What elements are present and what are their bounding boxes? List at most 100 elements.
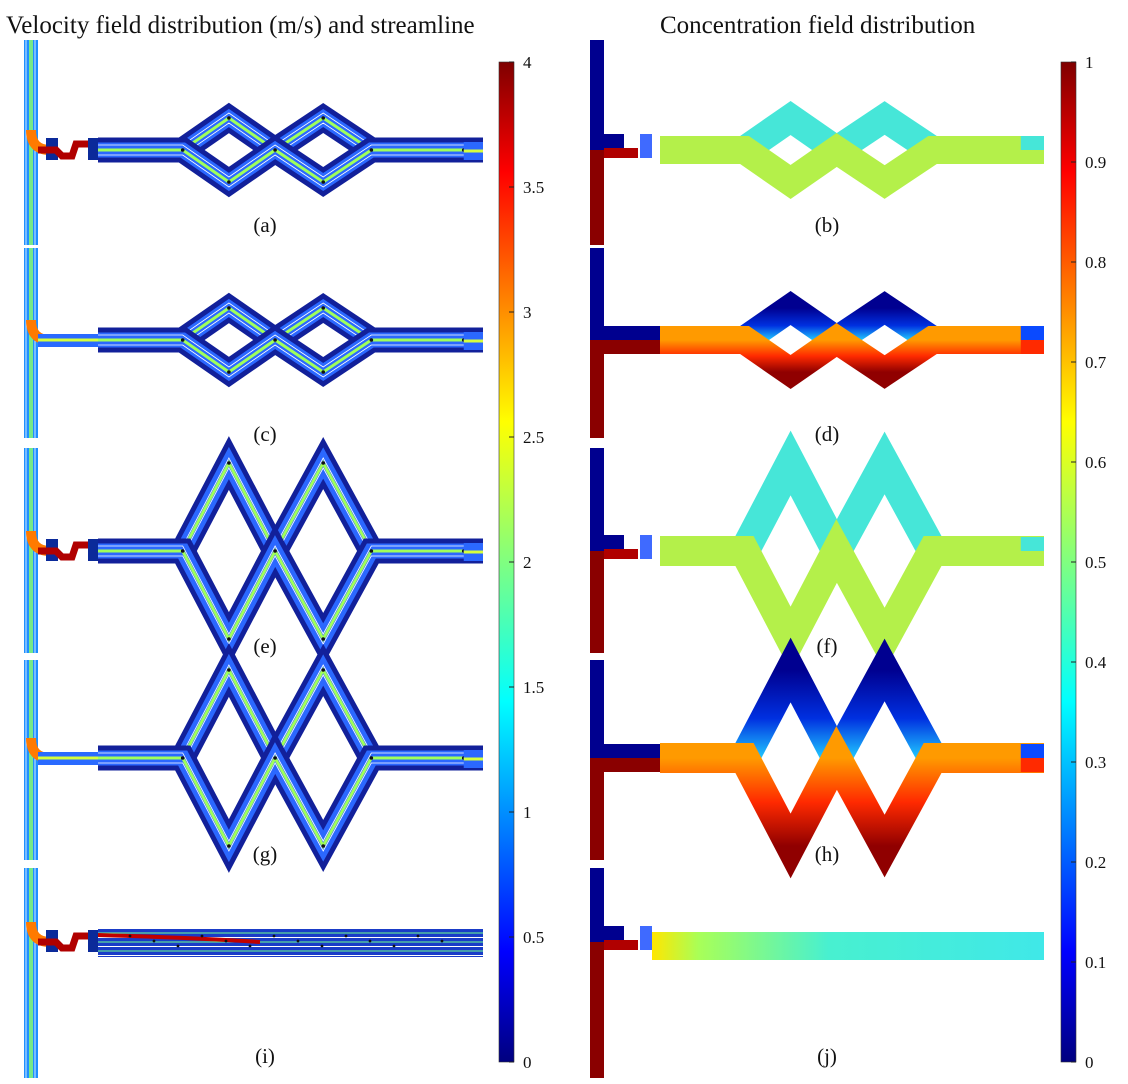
velocity-panel-step-jet [38, 932, 98, 952]
concentration-column-title: Concentration field distribution [660, 12, 976, 39]
velocity-tick-label: 3.5 [523, 178, 544, 197]
velocity-panel-arrow [321, 116, 326, 120]
concentration-panel-lower-junction [590, 758, 670, 772]
velocity-panel-streamline [98, 762, 483, 852]
concentration-panel-upper-junction [590, 326, 670, 340]
panel-label: (h) [815, 842, 840, 866]
concentration-panel-outlet-bottom [1020, 340, 1044, 354]
concentration-panel-outlet-bottom [1020, 758, 1044, 772]
concentration-panel-upper-inlet [590, 660, 604, 758]
concentration-panel-outlet-bottom [1020, 551, 1044, 565]
velocity-panel-branch-core [98, 148, 483, 184]
concentration-panel-lower-inlet [590, 942, 604, 1078]
velocity-tick-label: 1.5 [523, 678, 544, 697]
velocity-tick-label: 1 [523, 803, 532, 822]
velocity-panel-streamline [98, 545, 483, 635]
velocity-panel-arrow [227, 461, 231, 465]
velocity-panel-arrow [369, 549, 374, 553]
concentration-panel-outlet-top [1020, 537, 1044, 551]
concentration-tick-label: 0.8 [1085, 253, 1106, 272]
velocity-tick-label: 2.5 [523, 428, 544, 447]
concentration-panel-lower-inlet [590, 150, 604, 245]
velocity-panel-arrow [224, 939, 228, 943]
concentration-tick-label: 0.7 [1085, 353, 1107, 372]
concentration-panel-lower-inlet [590, 551, 604, 653]
velocity-panel-arrow [227, 116, 231, 120]
concentration-panel-lower-junction [590, 340, 670, 354]
velocity-panel: (i) [24, 868, 483, 1078]
concentration-tick-label: 0.4 [1085, 653, 1107, 672]
velocity-column-title: Velocity field distribution (m/s) and st… [6, 12, 475, 39]
velocity-panel-arrow [321, 180, 326, 184]
velocity-panel-arrow [227, 637, 231, 641]
concentration-panel-mixing-channel [652, 932, 1044, 960]
velocity-panel-arrow [128, 934, 132, 938]
velocity-panel-streamline [98, 154, 483, 188]
concentration-panel-upper-junction [590, 535, 624, 549]
velocity-panel: (g) [24, 643, 483, 873]
concentration-panel-lower-inlet [590, 340, 604, 438]
velocity-panel-arrow [344, 934, 348, 938]
velocity-panel-arrow [296, 939, 300, 943]
velocity-panel-arrow [369, 148, 374, 152]
velocity-panel-step-block [88, 138, 98, 160]
concentration-panel-outlet-top [1020, 136, 1044, 150]
concentration-panel: (d) [590, 248, 1044, 446]
concentration-panel-upper-junction [590, 744, 670, 758]
concentration-tick-label: 0.3 [1085, 753, 1106, 772]
concentration-tick-label: 0.9 [1085, 153, 1106, 172]
velocity-panel-arrow [273, 756, 277, 760]
concentration-panel-bottom-branch [660, 519, 1044, 672]
concentration-panel-outlet-top [1020, 744, 1044, 758]
velocity-tick-label: 0.5 [523, 928, 544, 947]
velocity-panel-arrow [392, 944, 396, 948]
velocity-panel-arrow [369, 338, 374, 342]
velocity-panel-arrow [180, 338, 185, 342]
velocity-panel-arrow [227, 370, 231, 374]
velocity-panel-step-block [88, 930, 98, 952]
concentration-panel-bottom-branch [660, 323, 1044, 390]
velocity-panel-jet-tail [97, 933, 261, 944]
velocity-panel: (a) [24, 40, 483, 245]
velocity-panel: (e) [24, 436, 483, 666]
concentration-panel-lower-junction [604, 940, 638, 950]
concentration-panel-bottom-branch [660, 133, 1044, 200]
concentration-tick-label: 1 [1085, 53, 1094, 72]
velocity-tick-label: 0 [523, 1053, 532, 1072]
velocity-panel-arrow [180, 148, 185, 152]
velocity-panel-arrow [416, 934, 420, 938]
velocity-tick-label: 4 [523, 53, 532, 72]
velocity-panel-arrow [320, 944, 324, 948]
concentration-panel: (h) [590, 637, 1044, 879]
velocity-panel-feed-core [29, 868, 33, 1078]
panel-label: (g) [253, 842, 278, 866]
velocity-panel-streamline [98, 334, 483, 368]
panel-label: (b) [815, 213, 840, 237]
velocity-panel-arrow [227, 306, 231, 310]
velocity-panel-arrow [152, 939, 156, 943]
velocity-panel-arrow [369, 756, 374, 760]
velocity-panel-step-jet [38, 541, 98, 561]
velocity-tick-label: 3 [523, 303, 532, 322]
velocity-panel-arrow [227, 668, 231, 672]
velocity-panel-arrow [321, 637, 326, 641]
velocity-panel-arrow [321, 461, 326, 465]
panel-label: (e) [253, 634, 276, 658]
concentration-tick-label: 0 [1085, 1053, 1094, 1072]
velocity-panel-arrow [248, 944, 252, 948]
concentration-tick-label: 0.1 [1085, 953, 1106, 972]
velocity-panel-branch-core [98, 547, 483, 643]
concentration-panel-lower-junction [604, 549, 638, 559]
concentration-panel-upper-junction [590, 134, 624, 148]
velocity-panel-feed-core [29, 448, 33, 653]
panel-label: (f) [817, 634, 838, 658]
velocity-panel-streamline [98, 344, 483, 378]
velocity-panel-branch-core [98, 754, 483, 850]
concentration-panel-step-chamber [640, 926, 652, 950]
concentration-panel-step-chamber [640, 535, 652, 559]
concentration-panel-upper-inlet [590, 868, 604, 942]
velocity-panel-arrow [368, 939, 372, 943]
velocity-panel-step-block [88, 539, 98, 561]
velocity-panel-arrow [321, 668, 326, 672]
velocity-panel-streamline [98, 752, 483, 842]
